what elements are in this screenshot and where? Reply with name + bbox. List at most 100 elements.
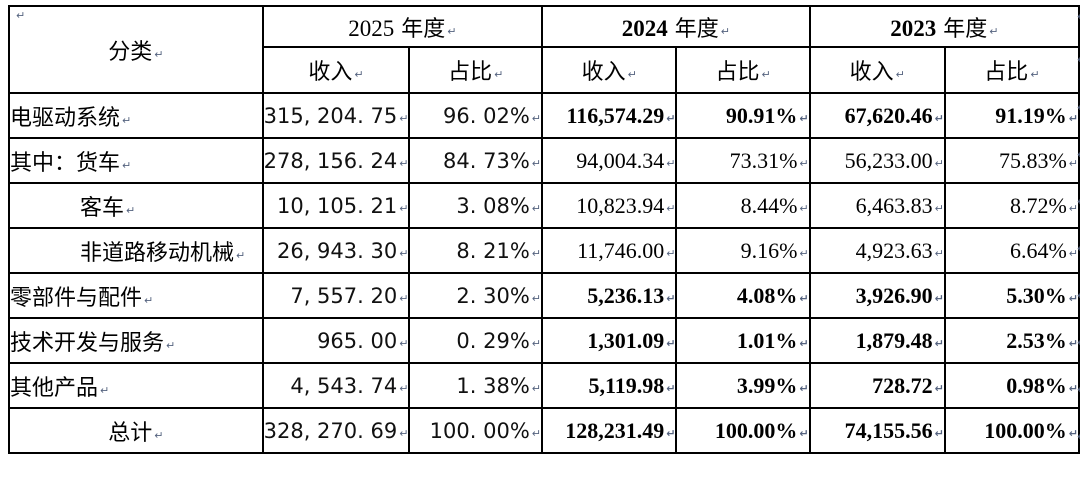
share-value: 8.72% xyxy=(1009,192,1067,218)
row-label-cell: 其中：货车 ↵ xyxy=(8,137,264,184)
value-2023-share: 6.64% ↵ xyxy=(943,227,1080,274)
paragraph-mark: ↵ xyxy=(399,291,409,305)
paragraph-mark: ↵ xyxy=(494,68,504,81)
income-value: 74,155.56 xyxy=(844,417,933,443)
value-2024-share: 3.99% ↵ xyxy=(675,362,811,409)
paragraph-mark: ↵ xyxy=(447,24,457,38)
share-value: 4.08% xyxy=(736,282,798,308)
year-header-2023: 2023 年度 ↵ xyxy=(808,5,1080,48)
paragraph-mark: ↵ xyxy=(1068,156,1078,170)
paragraph-mark: ↵ xyxy=(100,383,110,397)
value-2023-income: 74,155.56 ↵ xyxy=(808,407,946,454)
year-era-label: 年度 xyxy=(943,15,988,41)
paragraph-mark: ↵ xyxy=(934,426,944,440)
row-label: 总计 xyxy=(108,419,153,445)
paragraph-mark: ↵ xyxy=(399,111,409,125)
row-end-mark: ↵ xyxy=(1077,148,1080,161)
paragraph-mark: ↵ xyxy=(531,381,541,395)
income-value: 328, 270. 69 xyxy=(263,418,398,443)
share-value: 0.98% xyxy=(1006,372,1067,398)
value-2023-share: 75.83% ↵ xyxy=(943,137,1080,184)
paragraph-mark: ↵ xyxy=(799,336,809,350)
share-value: 3. 08% xyxy=(456,193,530,218)
value-2025-income: 278, 156. 24 ↵ xyxy=(261,137,411,184)
paragraph-mark: ↵ xyxy=(895,68,905,81)
table-row: 技术开发与服务 ↵ 965. 00 ↵ 0. 29% ↵ 1,301.09 ↵ 1.01% ↵ 1,… xyxy=(8,317,1080,364)
value-2024-share: 4.08% ↵ xyxy=(675,272,811,319)
paragraph-mark: ↵ xyxy=(989,24,999,38)
share-header-2024: 占比 ↵ xyxy=(675,46,811,94)
value-2025-share: 96. 02% ↵ xyxy=(408,92,543,139)
paragraph-mark: ↵ xyxy=(666,291,676,305)
share-value: 1. 38% xyxy=(456,373,530,398)
table-row: 客车 ↵ 10, 105. 21 ↵ 3. 08% ↵ 10,823.94 ↵ 8.44% ↵ 6,… xyxy=(8,182,1080,229)
share-header-2025: 占比 ↵ xyxy=(408,46,543,94)
paragraph-mark: ↵ xyxy=(799,381,809,395)
income-value: 116,574.29 xyxy=(566,102,665,128)
value-2023-income: 3,926.90 ↵ xyxy=(808,272,946,319)
share-header-2023: 占比 ↵ xyxy=(943,46,1080,94)
value-2023-share: 0.98% ↵ xyxy=(943,362,1080,409)
paragraph-mark: ↵ xyxy=(934,201,944,215)
paragraph-mark: ↵ xyxy=(934,291,944,305)
share-value: 9.16% xyxy=(740,237,798,263)
value-2023-income: 4,923.63 ↵ xyxy=(808,227,946,274)
year-2024-label: 2024 xyxy=(621,15,668,41)
paragraph-mark: ↵ xyxy=(1068,426,1078,440)
row-end-mark: ↵ xyxy=(1077,53,1080,66)
paragraph-mark: ↵ xyxy=(122,158,132,172)
value-2025-share: 8. 21% ↵ xyxy=(408,227,543,274)
value-2025-income: 7, 557. 20 ↵ xyxy=(261,272,411,319)
paragraph-mark: ↵ xyxy=(122,113,132,127)
paragraph-mark: ↵ xyxy=(799,246,809,260)
row-end-mark: ↵ xyxy=(1077,195,1080,208)
paragraph-mark: ↵ xyxy=(531,291,541,305)
share-value: 3.99% xyxy=(736,372,798,398)
paragraph-mark: ↵ xyxy=(531,111,541,125)
row-end-mark: ↵ xyxy=(1077,242,1080,255)
value-2024-share: 100.00% ↵ xyxy=(675,407,811,454)
paragraph-mark: ↵ xyxy=(531,201,541,215)
paragraph-mark: ↵ xyxy=(531,246,541,260)
income-header-2024: 收入 ↵ xyxy=(540,46,678,94)
row-label: 零部件与配件 xyxy=(10,284,143,310)
value-2024-share: 90.91% ↵ xyxy=(675,92,811,139)
share-value: 5.30% xyxy=(1006,282,1067,308)
paragraph-mark: ↵ xyxy=(399,381,409,395)
year-2025-label: 2025 xyxy=(348,15,395,41)
paragraph-mark: ↵ xyxy=(666,156,676,170)
row-label-cell: 电驱动系统 ↵ xyxy=(8,92,264,139)
value-2025-income: 328, 270. 69 ↵ xyxy=(261,407,411,454)
paragraph-mark: ↵ xyxy=(399,156,409,170)
category-header-label: 分类 xyxy=(108,38,153,64)
row-label: 技术开发与服务 xyxy=(10,329,165,355)
paragraph-mark: ↵ xyxy=(1068,201,1078,215)
paragraph-mark: ↵ xyxy=(1068,111,1078,125)
paragraph-mark: ↵ xyxy=(666,426,676,440)
row-end-mark: ↵ xyxy=(1077,289,1080,302)
value-2023-share: 91.19% ↵ xyxy=(943,92,1080,139)
paragraph-mark: ↵ xyxy=(399,201,409,215)
row-label-cell: 客车 ↵ xyxy=(8,182,264,229)
share-value: 73.31% xyxy=(729,147,798,173)
paragraph-mark: ↵ xyxy=(1030,68,1040,81)
share-value: 100.00% xyxy=(714,417,798,443)
income-value: 7, 557. 20 xyxy=(290,283,398,308)
row-label: 非道路移动机械 xyxy=(80,239,235,265)
income-value: 128,231.49 xyxy=(565,417,665,443)
share-value: 6.64% xyxy=(1009,237,1067,263)
row-label: 其他产品 xyxy=(10,374,99,400)
share-value: 1.01% xyxy=(736,327,798,353)
paragraph-mark: ↵ xyxy=(934,381,944,395)
table-row: 零部件与配件 ↵ 7, 557. 20 ↵ 2. 30% ↵ 5,236.13 ↵ 4.08% ↵… xyxy=(8,272,1080,319)
paragraph-mark: ↵ xyxy=(1068,246,1078,260)
income-value: 10,823.94 xyxy=(576,192,665,218)
paragraph-mark: ↵ xyxy=(399,246,409,260)
row-label: 电驱动系统 xyxy=(10,104,121,130)
share-value: 90.91% xyxy=(725,102,798,128)
value-2024-share: 9.16% ↵ xyxy=(675,227,811,274)
year-header-2024: 2024 年度 ↵ xyxy=(541,5,811,48)
value-2024-income: 5,236.13 ↵ xyxy=(540,272,678,319)
row-label: 其中：货车 xyxy=(10,149,121,175)
value-2023-share: 8.72% ↵ xyxy=(943,182,1080,229)
